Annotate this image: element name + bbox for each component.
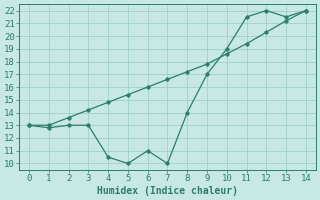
X-axis label: Humidex (Indice chaleur): Humidex (Indice chaleur) (97, 186, 238, 196)
